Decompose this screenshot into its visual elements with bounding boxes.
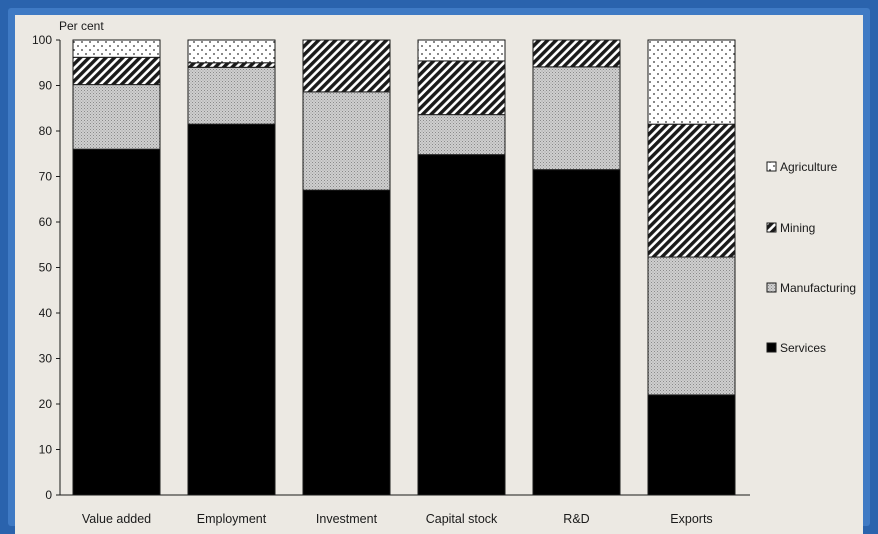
- bar-value-added-mining: [72, 56, 161, 86]
- y-axis: 0 10 20 30 40 50 60 70 80 90 100: [32, 33, 750, 502]
- legend-label-agriculture: Agriculture: [780, 160, 838, 174]
- y-tick-label: 90: [39, 79, 53, 93]
- bar-capital-stock-services: [417, 154, 506, 496]
- bar-employment-mining: [187, 62, 276, 68]
- x-tick-label: Value added: [82, 512, 151, 526]
- legend-swatch-mining: [766, 222, 777, 233]
- y-tick-label: 40: [39, 306, 53, 320]
- x-tick-label: Exports: [670, 512, 712, 526]
- legend-swatch-services: [766, 342, 777, 353]
- bar-capital-stock-manufacturing: [417, 114, 506, 156]
- x-axis-labels: Value added Employment Investment Capital s…: [82, 512, 713, 526]
- bar-value-added-agriculture: [72, 39, 161, 58]
- y-tick-label: 70: [39, 170, 53, 184]
- bar-value-added-services: [72, 148, 161, 496]
- legend-label-mining: Mining: [780, 221, 815, 235]
- x-tick-label: Capital stock: [426, 512, 498, 526]
- bar-investment-mining: [302, 39, 391, 93]
- legend-label-services: Services: [780, 341, 826, 355]
- x-tick-label: Employment: [197, 512, 267, 526]
- bar-investment-manufacturing: [302, 91, 391, 191]
- bar-randd-mining: [532, 39, 621, 68]
- y-tick-label: 100: [32, 33, 52, 47]
- x-tick-label: R&D: [563, 512, 589, 526]
- bar-exports-manufacturing: [647, 256, 736, 396]
- bar-capital-stock-mining: [417, 60, 506, 116]
- y-tick-label: 80: [39, 124, 53, 138]
- legend-label-manufacturing: Manufacturing: [780, 281, 856, 295]
- bar-employment-manufacturing: [187, 66, 276, 125]
- bar-employment-agriculture: [187, 39, 276, 64]
- bar-investment-services: [302, 189, 391, 496]
- bar-exports-services: [647, 394, 736, 496]
- y-tick-label: 10: [39, 443, 53, 457]
- bar-employment-services: [187, 123, 276, 496]
- bars-layer: [72, 39, 736, 496]
- bar-randd-services: [532, 169, 621, 496]
- y-axis-label: Per cent: [59, 19, 104, 33]
- legend-swatch-manufacturing: [766, 282, 777, 293]
- legend-swatch-agriculture: [766, 161, 777, 172]
- legend: Agriculture Mining Manufacturing Services: [766, 160, 856, 355]
- y-tick-label: 50: [39, 261, 53, 275]
- x-tick-label: Investment: [316, 512, 378, 526]
- bar-capital-stock-agriculture: [417, 39, 506, 62]
- bar-value-added-manufacturing: [72, 84, 161, 150]
- bar-exports-agriculture: [647, 39, 736, 125]
- y-tick-label: 30: [39, 352, 53, 366]
- bar-exports-mining: [647, 123, 736, 258]
- y-tick-label: 20: [39, 397, 53, 411]
- bar-randd-manufacturing: [532, 66, 621, 171]
- y-tick-label: 0: [45, 488, 52, 502]
- y-tick-label: 60: [39, 215, 53, 229]
